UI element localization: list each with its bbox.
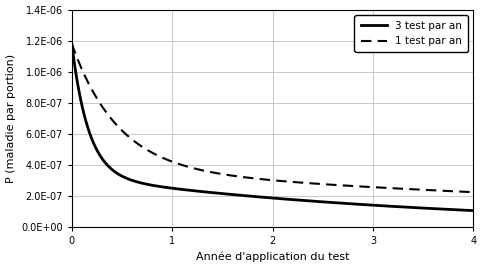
1 test par an xyxy=(231,174,237,177)
1 test par an xyxy=(345,184,350,187)
X-axis label: Année d'application du test: Année d'application du test xyxy=(196,252,349,262)
1 test par an xyxy=(470,191,476,194)
1 test par an xyxy=(110,119,116,122)
Y-axis label: P (maladie par portion): P (maladie par portion) xyxy=(6,54,15,183)
3 test par an xyxy=(470,209,476,212)
3 test par an xyxy=(389,205,395,208)
3 test par an xyxy=(69,42,75,45)
1 test par an xyxy=(382,186,388,189)
1 test par an xyxy=(69,42,75,45)
3 test par an xyxy=(231,193,237,196)
1 test par an xyxy=(389,187,395,190)
3 test par an xyxy=(110,169,116,172)
1 test par an xyxy=(246,176,252,179)
Line: 1 test par an: 1 test par an xyxy=(72,44,473,192)
3 test par an xyxy=(345,202,350,205)
Line: 3 test par an: 3 test par an xyxy=(72,44,473,211)
3 test par an xyxy=(246,194,252,198)
Legend: 3 test par an, 1 test par an: 3 test par an, 1 test par an xyxy=(354,15,468,53)
3 test par an xyxy=(382,204,388,207)
